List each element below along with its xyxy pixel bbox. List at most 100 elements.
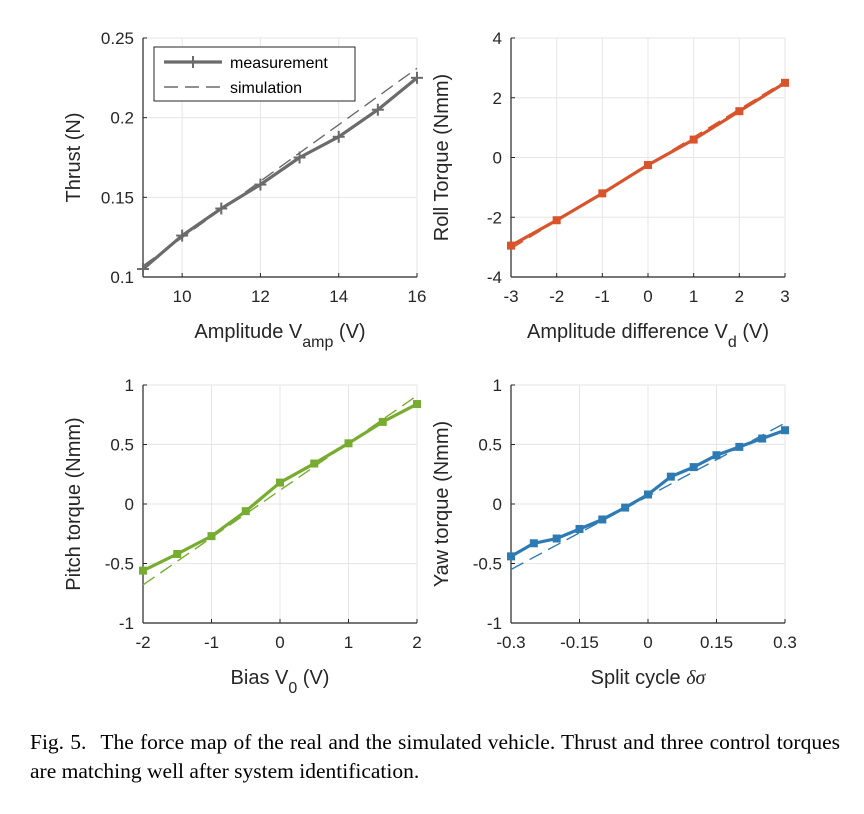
legend-box [153,46,356,102]
roll-y-tick-label: -4 [487,268,502,287]
pitch-data-point [344,439,353,448]
yaw-data-point [735,442,744,451]
pitch-x-tick-label: 2 [412,633,421,652]
thrust-data-point [293,151,306,164]
thrust-x-tick-label: 14 [329,287,348,306]
pitch-y-tick-label: 0 [125,495,134,514]
yaw-data-point [781,426,789,435]
thrust-x-tick-label: 12 [251,287,270,306]
pitch-y-tick-label: -0.5 [105,555,134,574]
pitch-y-tick-label: 0.5 [110,436,134,455]
pitch-y-tick-label: -1 [119,614,134,633]
yaw-x-axis-label: Split cycle δσ [591,667,707,689]
yaw-panel: -0.3 -0.15 0 0.15 0.3 -1 -0.5 0 0.5 1 Split cycle … [431,376,797,689]
yaw-x-axis-label-symbol: δσ [686,667,706,689]
thrust-y-tick-label: 0.1 [110,268,134,287]
pitch-x-axis-label-sub: 0 [288,680,297,697]
yaw-x-tick-label: 0.15 [700,633,733,652]
pitch-x-axis-label-main: Bias V [231,667,289,689]
pitch-x-axis-label: Bias V0 (V) [231,667,330,697]
yaw-y-tick-label: 0.5 [478,436,502,455]
roll-x-axis-label-sub: d [728,334,737,351]
roll-x-axis-label: Amplitude difference Vd (V) [527,321,769,351]
roll-x-tick-label: 2 [735,287,744,306]
yaw-data-point [552,534,561,543]
yaw-y-tick-label: 0 [493,495,502,514]
thrust-x-axis-label-unit: (V) [333,321,365,343]
thrust-y-tick-label: 0.15 [101,188,134,207]
thrust-x-axis-label: Amplitude Vamp (V) [194,321,365,351]
thrust-x-tick-label: 10 [173,287,192,306]
roll-data-point [507,241,515,250]
caption-text: The force map of the real and the simula… [30,730,841,783]
thrust-measurement-line [141,76,419,271]
yaw-y-tick-label: -1 [487,614,502,633]
roll-x-tick-label: -3 [503,287,518,306]
roll-y-tick-label: 4 [493,29,502,48]
roll-y-tick-label: 0 [493,149,502,168]
yaw-y-tick-label: -0.5 [473,555,502,574]
pitch-x-axis-label-unit: (V) [297,667,329,689]
yaw-x-tick-label: 0 [643,633,652,652]
roll-x-tick-label: 0 [643,287,652,306]
thrust-data-point [215,202,228,215]
pitch-y-axis-label: Pitch torque (Nmm) [63,417,85,590]
yaw-x-axis-label-main: Split cycle [591,667,687,689]
roll-panel: -3 -2 -1 0 1 2 3 -4 -2 0 2 4 Amplitude difference Vd… [431,29,790,351]
yaw-y-tick-label: 1 [493,376,502,395]
yaw-data-point [598,515,607,524]
yaw-data-point [666,472,675,481]
yaw-data-point [712,451,721,460]
yaw-data-point [689,463,698,472]
yaw-x-tick-label: -0.3 [496,633,525,652]
legend-measurement-label: measurement [230,55,328,72]
roll-data-point [781,78,789,87]
pitch-x-tick-label: -1 [204,633,219,652]
pitch-x-tick-label: -2 [135,633,150,652]
thrust-x-axis-label-main: Amplitude V [194,321,302,343]
yaw-y-axis-label: Yaw torque (Nmm) [431,421,453,587]
legend-simulation-label: simulation [230,80,302,97]
pitch-data-point [173,549,182,558]
roll-x-tick-label: 3 [780,287,789,306]
pitch-y-tick-label: 1 [125,376,134,395]
thrust-data-point [176,229,189,242]
pitch-data-point [276,478,284,487]
yaw-x-tick-label: 0.3 [773,633,797,652]
thrust-x-tick-label: 16 [408,287,427,306]
roll-x-axis-label-unit: (V) [737,321,769,343]
roll-x-axis-label-main: Amplitude difference V [527,321,729,343]
roll-data-point [552,216,561,225]
yaw-data-point [644,490,652,499]
pitch-data-point [378,417,387,426]
thrust-simulation-line [142,67,418,267]
roll-y-tick-label: 2 [493,89,502,108]
thrust-y-axis-label: Thrust (N) [63,113,85,203]
roll-x-tick-label: -2 [549,287,564,306]
pitch-x-tick-label: 0 [275,633,284,652]
thrust-data-point [254,178,267,191]
roll-data-point [598,189,607,198]
yaw-data-point [507,552,515,561]
roll-x-tick-label: -1 [595,287,610,306]
pitch-data-point [207,532,216,541]
roll-y-axis-label: Roll Torque (Nmm) [431,74,453,241]
thrust-y-tick-label: 0.25 [101,29,134,48]
pitch-data-point [139,566,147,575]
pitch-x-tick-label: 1 [344,633,353,652]
pitch-data-point [413,400,421,409]
yaw-x-tick-label: -0.15 [560,633,599,652]
thrust-legend: measurement simulation [153,46,356,102]
thrust-data-point [411,71,423,84]
thrust-data-point [332,130,345,143]
roll-y-tick-label: -2 [487,208,502,227]
thrust-y-tick-label: 0.2 [110,109,134,128]
figure-caption: Fig. 5. The force map of the real and the… [30,728,840,786]
thrust-panel: 10 12 14 16 0.1 0.15 0.2 0.25 Amplitude Vamp (V)… [63,29,426,351]
yaw-data-point [529,539,538,548]
roll-data-point [644,160,652,169]
yaw-data-point [575,524,584,533]
thrust-data-point [137,263,149,276]
